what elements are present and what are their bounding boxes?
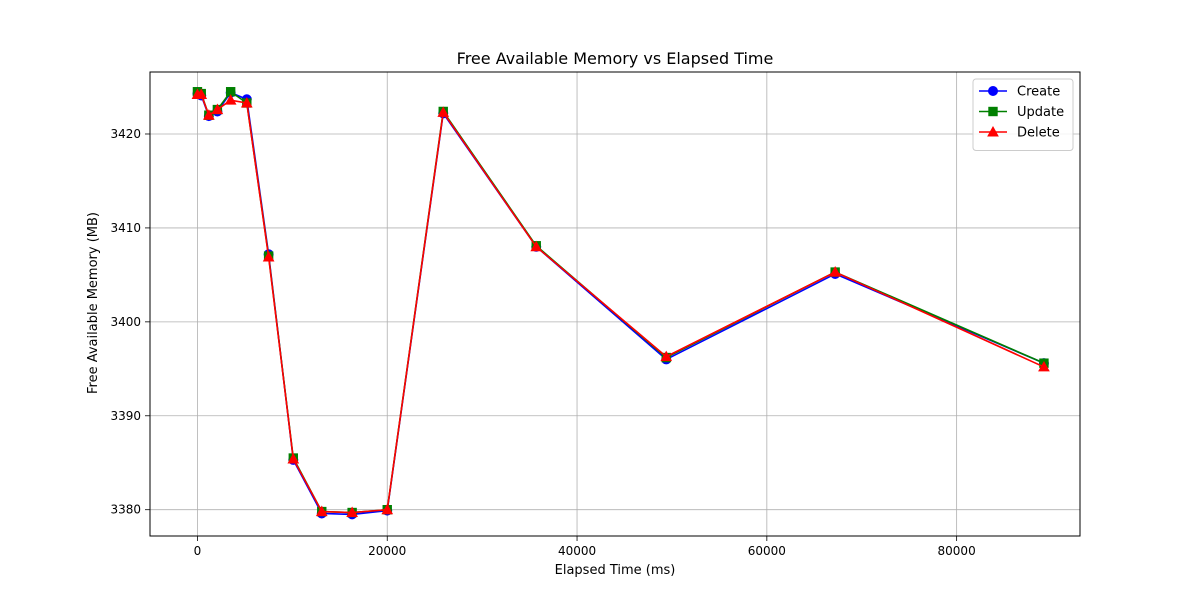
y-tick-label: 3380 <box>110 503 141 517</box>
series-create <box>192 87 1049 520</box>
series-delete <box>191 88 1050 518</box>
series-update <box>192 87 1049 518</box>
data-point-delete <box>381 503 394 515</box>
y-tick-label: 3390 <box>110 409 141 423</box>
data-point-delete <box>315 505 328 517</box>
legend-marker-update <box>988 106 998 117</box>
data-point-delete <box>346 506 358 518</box>
y-tick-label: 3420 <box>110 127 141 141</box>
legend-item-create: Create <box>979 85 1060 100</box>
data-point-delete <box>202 109 215 120</box>
data-point-delete <box>660 350 673 362</box>
y-tick-label: 3410 <box>110 221 141 235</box>
x-tick-label: 60000 <box>748 544 786 558</box>
legend: Create Update Delete <box>972 78 1074 151</box>
data-point-delete <box>211 103 224 115</box>
data-point-delete <box>287 452 300 464</box>
data-point-delete <box>437 106 450 117</box>
tick-layer: 0 20000 40000 60000 80000 3380 3390 3400 3410 342… <box>110 127 975 558</box>
data-point-delete <box>195 88 208 100</box>
series-layer <box>191 87 1050 520</box>
data-point-delete <box>262 251 275 262</box>
legend-item-delete: Delete <box>979 126 1060 141</box>
y-tick-label: 3400 <box>110 315 141 329</box>
legend-item-update: Update <box>979 105 1064 120</box>
data-point-delete <box>829 266 842 277</box>
x-axis-label: Elapsed Time (ms) <box>555 563 676 578</box>
x-tick-label: 20000 <box>368 544 406 558</box>
legend-marker-delete <box>987 125 999 137</box>
grid-lines <box>150 72 1080 536</box>
data-point-delete <box>224 94 237 105</box>
plot-frame <box>149 71 1081 537</box>
chart-title: Free Available Memory vs Elapsed Time <box>457 49 774 68</box>
y-axis-label: Free Available Memory (MB) <box>86 212 101 394</box>
legend-marker-create <box>988 86 998 96</box>
x-tick-label: 80000 <box>938 544 976 558</box>
data-point-delete <box>240 96 253 108</box>
series-line-create <box>197 91 1045 516</box>
legend-label-create: Create <box>1017 85 1060 100</box>
legend-label-delete: Delete <box>1017 126 1060 141</box>
x-tick-label: 0 <box>194 544 202 558</box>
series-line-update <box>197 90 1045 514</box>
data-point-delete <box>1038 360 1050 372</box>
x-tick-label: 40000 <box>558 544 596 558</box>
data-point-delete <box>530 240 543 252</box>
legend-label-update: Update <box>1017 105 1064 120</box>
series-line-delete <box>197 93 1045 514</box>
